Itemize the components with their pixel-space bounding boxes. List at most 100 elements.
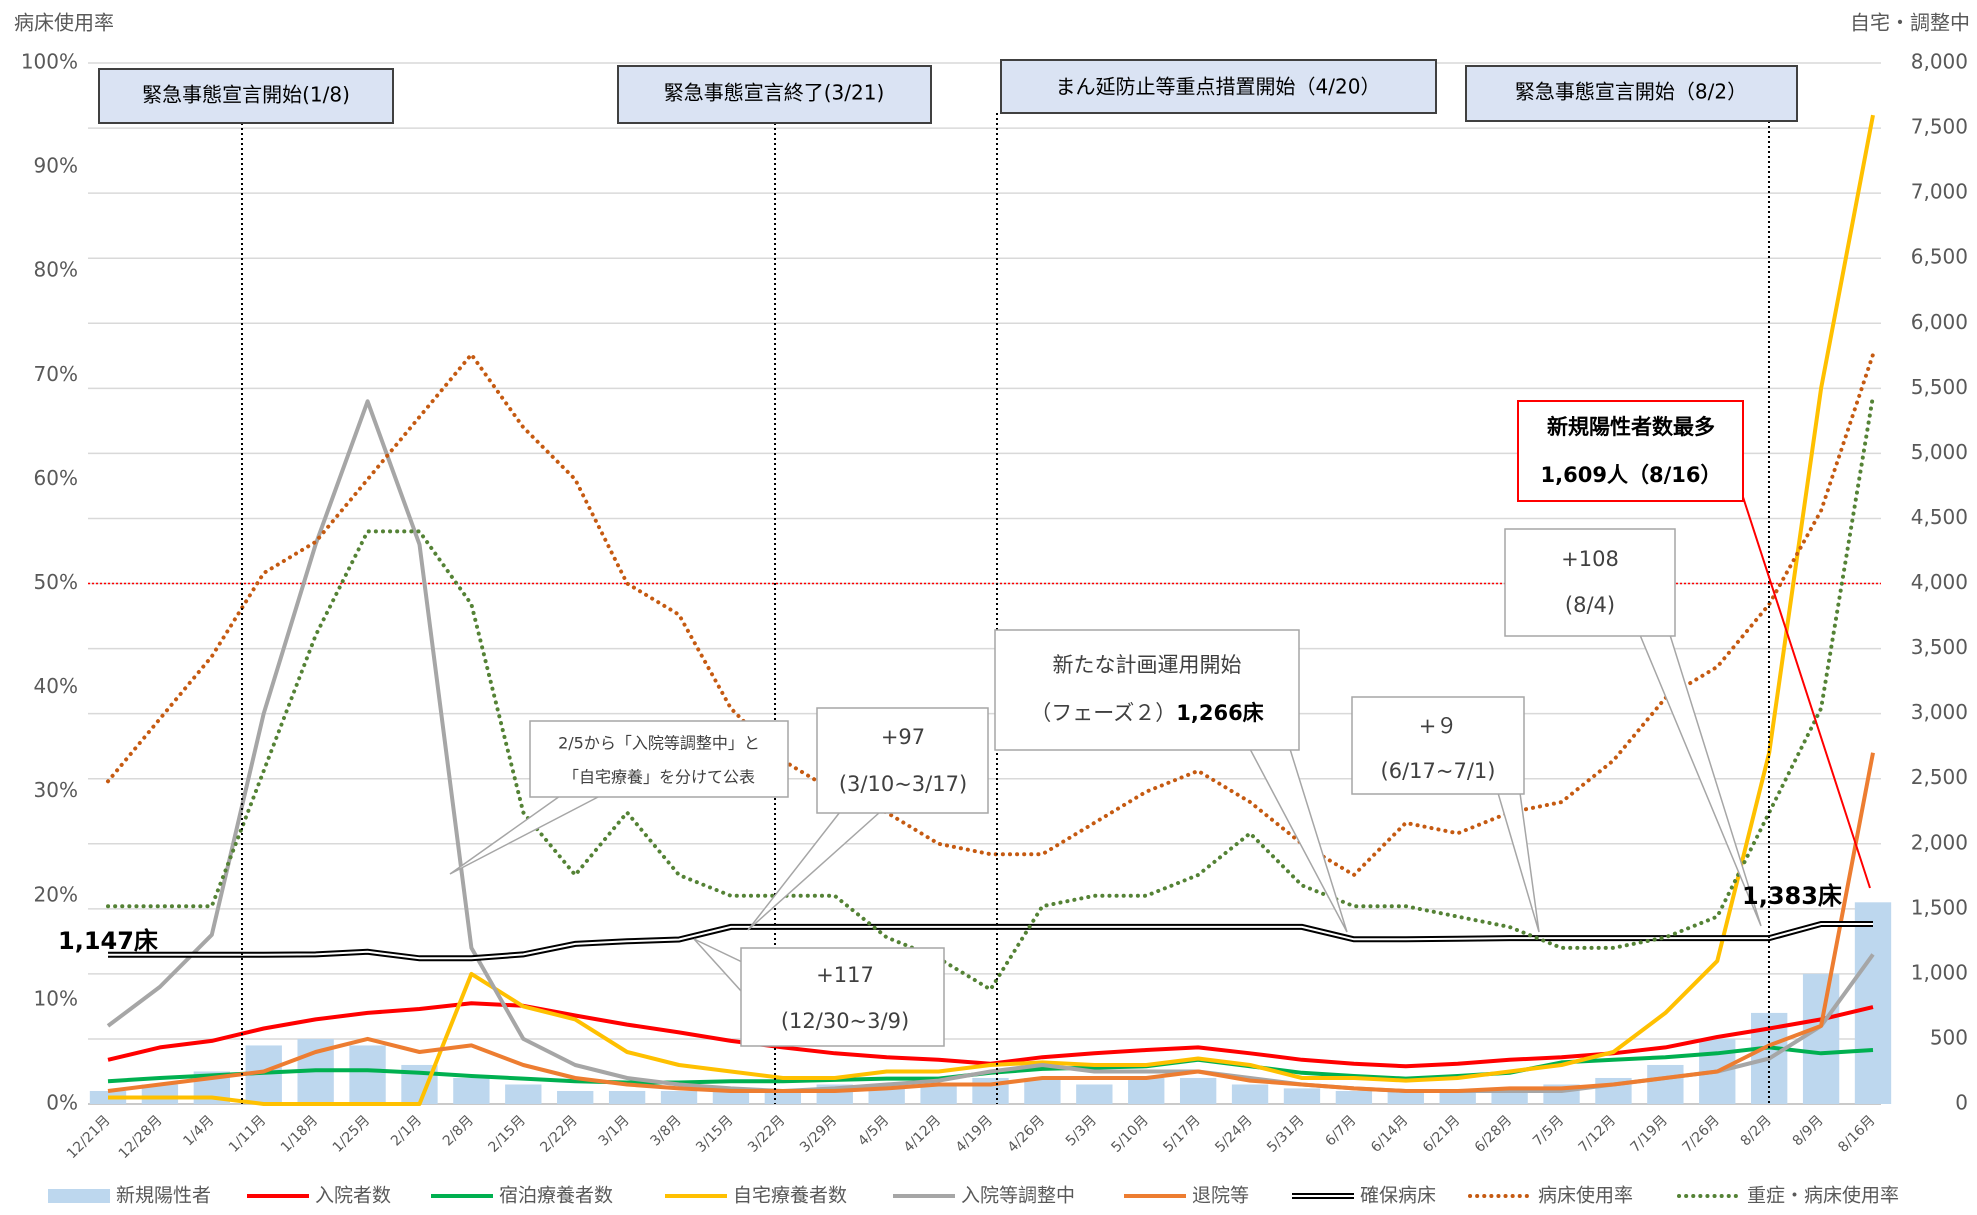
callout-text: +108: [1561, 547, 1619, 571]
callout-text: 「自宅療養」を分けて公表: [563, 768, 755, 787]
series-line: [106, 351, 1875, 878]
event-lines: [241, 113, 1770, 1104]
annotations: 緊急事態宣言開始(1/8) 緊急事態宣言終了(3/21) まん延防止等重点措置開…: [58, 59, 1871, 1104]
callout-text: 新たな計画運用開始: [1053, 653, 1242, 677]
callout-text: (6/17~7/1): [1381, 759, 1496, 783]
y2-tick-label: 0: [1955, 1091, 1968, 1115]
y2-tick-label: 7,500: [1911, 115, 1968, 139]
peak-text: 1,609人（8/16）: [1541, 463, 1722, 487]
y2-tick-label: 3,500: [1911, 635, 1968, 659]
callout-box: [1351, 696, 1525, 795]
bar: [1283, 1088, 1321, 1104]
y2-tick-label: 500: [1930, 1025, 1968, 1049]
bar: [1387, 1090, 1424, 1104]
y2-tick-label: 4,500: [1911, 505, 1968, 529]
callout-text: 1,266床: [1176, 701, 1263, 725]
peak-text: 新規陽性者数最多: [1547, 415, 1715, 439]
event-box: [617, 65, 932, 124]
y2-tick-label: 5,000: [1911, 440, 1968, 464]
event-label: 緊急事態宣言開始（8/2）: [1515, 80, 1747, 104]
callout-box: [740, 947, 945, 1047]
legend-label: 病床使用率: [1538, 1185, 1633, 1207]
callout-text: (12/30~3/9): [781, 1009, 909, 1033]
event-box: [1465, 65, 1798, 122]
legend-label: 確保病床: [1360, 1185, 1436, 1207]
callout-text: （フェーズ２）: [1030, 701, 1176, 725]
legend-swatch: [48, 1189, 110, 1203]
y2-tick-label: 1,500: [1911, 895, 1968, 919]
event-label: 緊急事態宣言終了(3/21): [664, 81, 885, 105]
y2-tick-label: 5,500: [1911, 375, 1968, 399]
y2-tick-label: 7,000: [1911, 180, 1968, 204]
callout-shapes: [449, 528, 1762, 1047]
y-tick-label: 90%: [34, 154, 78, 178]
legend-label: 重症・病床使用率: [1747, 1185, 1899, 1207]
bar: [1076, 1084, 1113, 1104]
callout-text: +９: [1419, 714, 1458, 738]
callout-box: [529, 720, 789, 798]
y-tick-label: 50%: [34, 570, 78, 594]
bar: [557, 1090, 594, 1104]
callout-text: 2/5から「入院等調整中」と: [558, 734, 760, 753]
series-line: [106, 394, 1875, 993]
legend: 新規陽性者 入院者数 宿泊療養者数 自宅療養者数 入院等調整中 退院等 確保病床 病床使用率 重…: [48, 1185, 1899, 1207]
y2-tick-label: 1,000: [1911, 960, 1968, 984]
bar: [1802, 973, 1840, 1104]
callout-box: [816, 707, 989, 814]
y-tick-label: 20%: [34, 882, 78, 906]
callout-box: [1504, 528, 1676, 637]
y2-tick-label: 8,000: [1911, 50, 1968, 74]
y-tick-label: 40%: [34, 674, 78, 698]
bar: [1024, 1077, 1061, 1104]
legend-label: 入院者数: [315, 1185, 391, 1207]
bar: [1854, 902, 1892, 1104]
bar: [1335, 1090, 1373, 1104]
callout-text: (3/10~3/17): [839, 772, 967, 796]
bar: [1128, 1077, 1165, 1104]
y2-tick-label: 6,500: [1911, 245, 1968, 269]
y2-tick-label: 3,000: [1911, 700, 1968, 724]
event-label: まん延防止等重点措置開始（4/20）: [1056, 75, 1381, 99]
peak-box: [1517, 400, 1744, 502]
y-tick-label: 10%: [34, 986, 78, 1010]
y2-tick-label: 2,500: [1911, 765, 1968, 789]
y-tick-label: 80%: [34, 258, 78, 282]
bar: [453, 1077, 490, 1104]
peak-pointer: [1742, 496, 1871, 889]
event-label: 緊急事態宣言開始(1/8): [142, 83, 350, 107]
callout-text: +97: [881, 725, 925, 749]
y2-tick-label: 4,000: [1911, 570, 1968, 594]
bed-label: 1,383床: [1742, 882, 1842, 910]
bar: [660, 1090, 698, 1104]
series-line: [107, 752, 1875, 1093]
bar: [1647, 1064, 1684, 1104]
y2-tick-label: 2,000: [1911, 830, 1968, 854]
bar: [712, 1090, 750, 1104]
bar: [505, 1084, 542, 1104]
bed-label: 1,147床: [58, 927, 158, 955]
bar: [920, 1084, 957, 1104]
legend-label: 新規陽性者: [116, 1185, 211, 1207]
bar: [608, 1090, 646, 1104]
legend-label: 自宅療養者数: [733, 1185, 847, 1207]
y2-tick-label: 6,000: [1911, 310, 1968, 334]
y-tick-label: 100%: [21, 50, 78, 74]
y-axis-title: 病床使用率: [14, 11, 114, 35]
y-tick-label: 60%: [34, 466, 78, 490]
legend-label: 入院等調整中: [961, 1185, 1075, 1207]
bar: [1439, 1090, 1476, 1104]
event-box: [98, 68, 394, 124]
bar: [764, 1090, 802, 1104]
legend-label: 退院等: [1192, 1185, 1249, 1207]
y2-axis-title: 自宅・調整中: [1850, 11, 1970, 35]
y-tick-label: 0%: [46, 1091, 78, 1115]
y-tick-label: 30%: [34, 778, 78, 802]
bar: [1179, 1077, 1217, 1104]
series-line-inner: [108, 923, 1873, 960]
callout-text: （フェーズ２）1,266床: [1030, 701, 1263, 725]
event-box: [1000, 59, 1437, 114]
series-line: [108, 114, 1875, 1106]
callout-text: (8/4): [1565, 593, 1615, 617]
callout-box: [994, 629, 1300, 751]
